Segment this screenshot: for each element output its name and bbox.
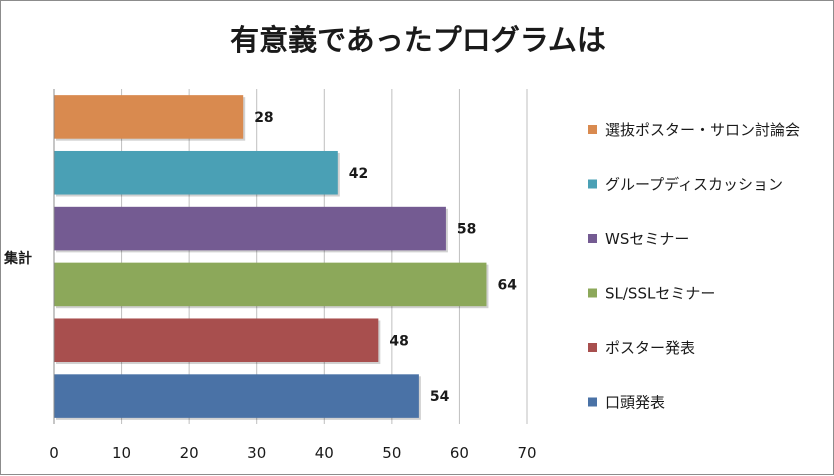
legend-label: ポスター発表 [605,339,695,357]
bar [54,374,419,418]
legend-swatch [588,179,597,189]
bar [54,150,338,195]
bar [54,206,446,251]
x-tick-label: 40 [315,444,334,462]
legend-swatch [588,288,597,298]
data-labels: 28 42 58 64 48 54 [254,110,517,405]
x-tick-label: 20 [180,444,199,462]
data-label: 54 [430,389,450,405]
bar [54,262,487,307]
legend-label: WSセミナー [605,230,689,248]
x-tick-label: 10 [112,444,131,462]
x-tick-label: 30 [247,444,266,462]
data-label: 64 [497,277,517,293]
bar [54,318,379,363]
data-label: 42 [349,166,368,182]
data-label: 28 [254,110,273,126]
x-tick-label: 50 [382,444,401,462]
bars [54,95,489,420]
bar [54,95,244,139]
legend-swatch [588,343,597,352]
legend-swatch [588,125,597,134]
x-tick-label: 60 [450,444,469,462]
x-tick-label: 70 [517,444,536,462]
legend-label: 選抜ポスター・サロン討論会 [605,121,800,139]
gridlines [121,89,528,424]
legend-label: SL/SSLセミナー [605,285,715,303]
data-label: 48 [389,333,408,349]
x-tick-label: 0 [49,444,59,462]
axes: 0 10 20 30 40 50 60 70 [49,89,537,462]
legend-swatch [588,234,597,243]
data-label: 58 [457,222,476,238]
legend-swatch [588,397,597,407]
legend-label: グループディスカッション [605,176,783,194]
legend-label: 口頭発表 [605,394,665,412]
chart-title: 有意義であったプログラムは [230,23,606,57]
category-label: 集計 [3,250,32,267]
